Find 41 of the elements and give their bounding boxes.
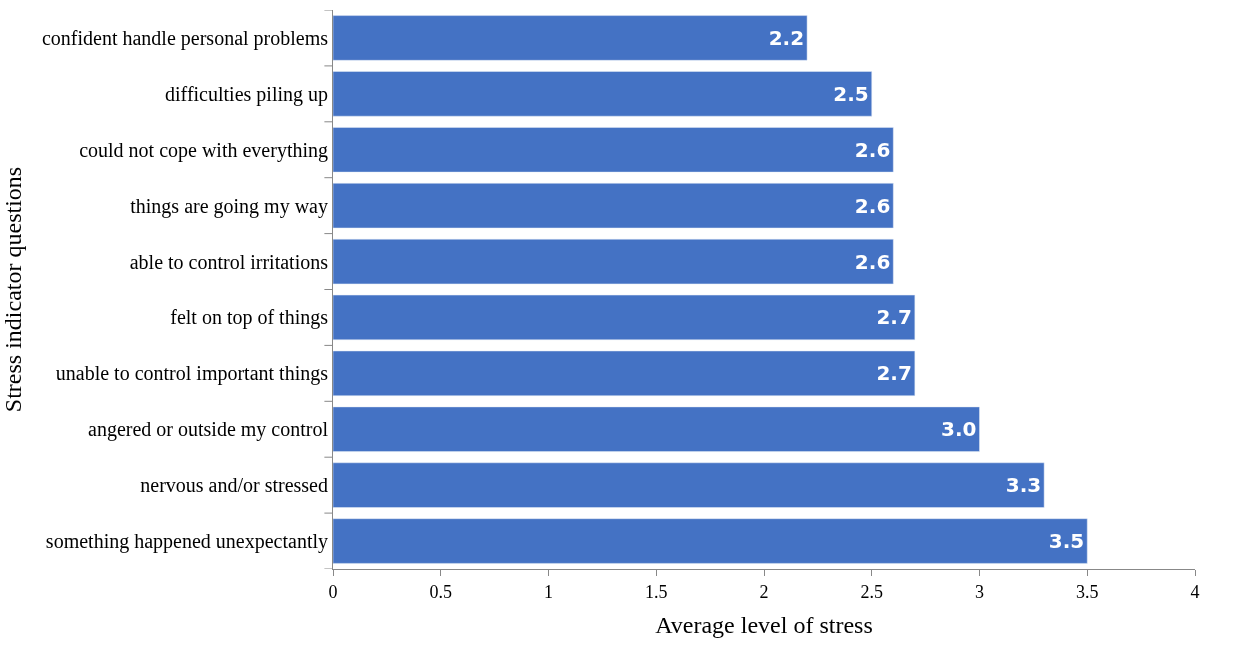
- data-label: 3.0: [941, 417, 977, 442]
- x-tick-label: 3.5: [1076, 581, 1099, 602]
- data-label: 2.2: [768, 25, 805, 50]
- bar: [333, 183, 894, 229]
- y-tick-label: able to control irritations: [129, 250, 329, 273]
- data-label: 2.6: [854, 193, 891, 218]
- data-label: 2.6: [854, 137, 891, 162]
- x-tick-label: 1.5: [645, 581, 668, 602]
- x-tick-label: 3: [975, 581, 984, 602]
- data-label: 3.3: [1005, 473, 1042, 498]
- y-tick-label: could not cope with everything: [79, 138, 328, 162]
- x-tick-label: 1: [544, 581, 553, 602]
- x-tick-label: 4: [1190, 581, 1200, 602]
- y-tick-label: something happened unexpectantly: [45, 530, 328, 554]
- y-tick-label: angered or outside my control: [88, 418, 329, 442]
- y-tick-label: confident handle personal problems: [41, 26, 329, 50]
- data-label: 3.5: [1048, 529, 1085, 554]
- bar: [333, 462, 1045, 508]
- bar: [333, 406, 980, 452]
- data-label: 2.6: [854, 249, 891, 274]
- y-tick-label: unable to control important things: [55, 362, 329, 386]
- bar: [333, 238, 894, 285]
- y-tick-label: things are going my way: [130, 194, 328, 218]
- data-label: 2.7: [876, 361, 912, 386]
- bar: [333, 15, 808, 61]
- data-label: 2.5: [833, 81, 869, 106]
- data-label: 2.7: [876, 305, 912, 330]
- x-tick-label: 0: [328, 581, 338, 602]
- bar: [333, 127, 894, 173]
- y-axis-title: Stress indicator questions: [0, 166, 26, 413]
- x-tick-label: 2: [759, 581, 769, 602]
- x-axis-title: Average level of stress: [655, 611, 873, 638]
- y-tick-label: difficulties piling up: [165, 82, 328, 106]
- y-tick-label: nervous and/or stressed: [140, 474, 328, 497]
- bar: [333, 294, 916, 341]
- bar: [333, 350, 916, 396]
- bar: [333, 71, 872, 117]
- x-tick-label: 0.5: [429, 581, 452, 602]
- y-tick-label: felt on top of things: [170, 306, 329, 330]
- bar: [333, 518, 1088, 564]
- x-tick-label: 2.5: [860, 581, 883, 602]
